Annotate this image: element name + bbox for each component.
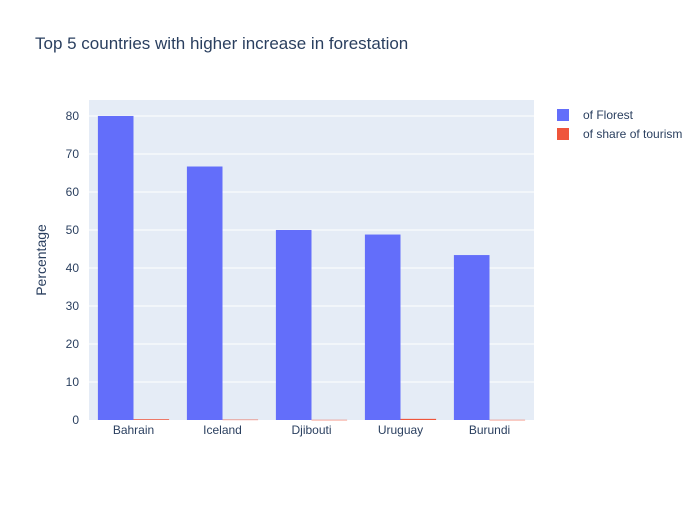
- y-tick-label: 80: [66, 109, 80, 123]
- bar-forest-burundi[interactable]: [453, 255, 490, 420]
- x-tick-label: Djibouti: [291, 423, 331, 437]
- y-axis-title: Percentage: [33, 224, 49, 296]
- bar-forest-bahrain[interactable]: [97, 115, 134, 420]
- tick-labels: 0 10 20 30 40 50 60 70 80 Bahrain Iceland Djibouti U…: [66, 109, 511, 437]
- bar-tourism-iceland[interactable]: [222, 419, 259, 421]
- y-tick-label: 70: [66, 147, 80, 161]
- x-tick-label: Burundi: [469, 423, 510, 437]
- bar-forest-uruguay[interactable]: [364, 234, 401, 420]
- x-tick-label: Bahrain: [113, 423, 154, 437]
- bar-tourism-bahrain[interactable]: [133, 419, 170, 420]
- x-tick-label: Iceland: [203, 423, 242, 437]
- bars: [97, 115, 526, 421]
- legend-swatch[interactable]: [557, 109, 569, 121]
- y-tick-label: 0: [72, 413, 79, 427]
- chart-title: Top 5 countries with higher increase in …: [35, 34, 409, 53]
- bar-tourism-burundi[interactable]: [489, 419, 526, 421]
- bar-tourism-uruguay[interactable]: [400, 418, 437, 420]
- legend: of Florest of share of tourism: [557, 108, 682, 141]
- y-tick-label: 40: [66, 261, 80, 275]
- y-tick-label: 10: [66, 375, 80, 389]
- x-tick-label: Uruguay: [378, 423, 423, 437]
- y-tick-label: 30: [66, 299, 80, 313]
- bar-tourism-djibouti[interactable]: [311, 419, 348, 421]
- legend-label[interactable]: of share of tourism: [583, 127, 682, 141]
- y-tick-label: 60: [66, 185, 80, 199]
- legend-label[interactable]: of Florest: [583, 108, 634, 122]
- y-tick-label: 20: [66, 337, 80, 351]
- bar-forest-djibouti[interactable]: [275, 229, 312, 420]
- legend-swatch[interactable]: [557, 128, 569, 140]
- bar-forest-iceland[interactable]: [186, 166, 223, 420]
- y-tick-label: 50: [66, 223, 80, 237]
